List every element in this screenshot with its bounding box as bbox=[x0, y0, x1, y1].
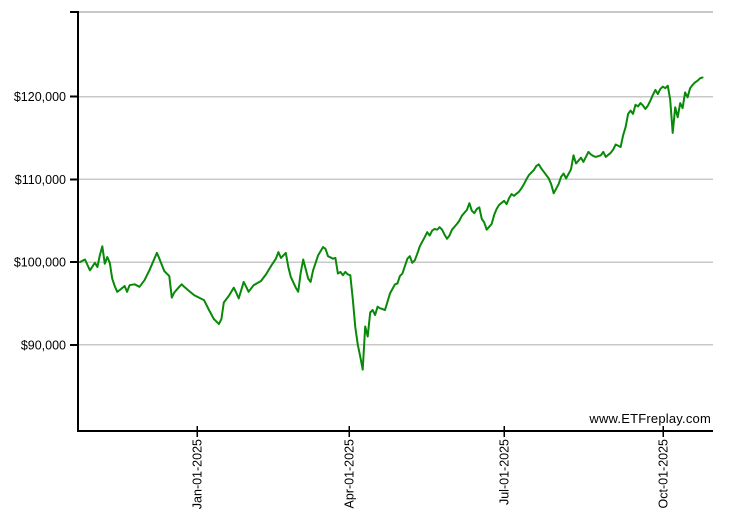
y-tick-label-110000: $110,000 bbox=[15, 173, 66, 187]
x-tick-label-Oct-01-2025: Oct-01-2025 bbox=[657, 439, 671, 509]
y-tick-label-90000: $90,000 bbox=[21, 338, 66, 352]
x-tick-label-Apr-01-2025: Apr-01-2025 bbox=[343, 439, 357, 509]
y-tick-label-100000: $100,000 bbox=[14, 256, 66, 270]
etfreplay-watermark: www.ETFreplay.com bbox=[589, 411, 711, 426]
x-tick-label-Jul-01-2025: Jul-01-2025 bbox=[498, 439, 512, 505]
series-line-portfolio-value bbox=[79, 76, 704, 371]
y-tick-label-120000: $120,000 bbox=[14, 90, 66, 104]
x-tick-label-Jan-01-2025: Jan-01-2025 bbox=[191, 439, 205, 509]
